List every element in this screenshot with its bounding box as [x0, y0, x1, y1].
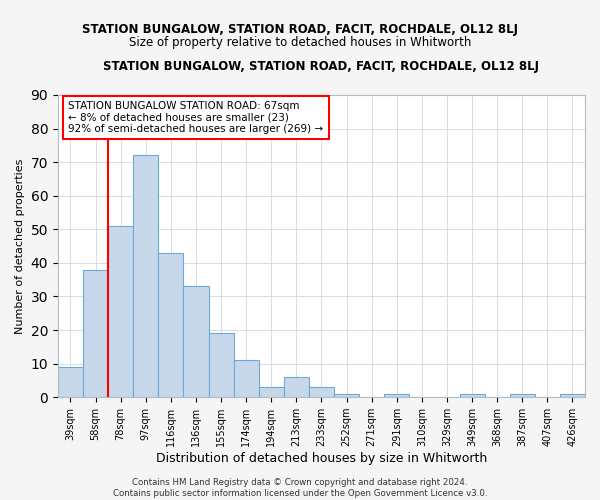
Bar: [184, 286, 209, 397]
Bar: [108, 226, 133, 397]
Bar: [209, 334, 233, 397]
Bar: [133, 156, 158, 397]
Title: STATION BUNGALOW, STATION ROAD, FACIT, ROCHDALE, OL12 8LJ: STATION BUNGALOW, STATION ROAD, FACIT, R…: [103, 60, 539, 73]
Text: STATION BUNGALOW STATION ROAD: 67sqm
← 8% of detached houses are smaller (23)
92: STATION BUNGALOW STATION ROAD: 67sqm ← 8…: [68, 101, 323, 134]
Text: Size of property relative to detached houses in Whitworth: Size of property relative to detached ho…: [129, 36, 471, 49]
Text: Contains HM Land Registry data © Crown copyright and database right 2024.
Contai: Contains HM Land Registry data © Crown c…: [113, 478, 487, 498]
Bar: [259, 387, 284, 397]
Bar: [560, 394, 585, 397]
Text: STATION BUNGALOW, STATION ROAD, FACIT, ROCHDALE, OL12 8LJ: STATION BUNGALOW, STATION ROAD, FACIT, R…: [82, 22, 518, 36]
X-axis label: Distribution of detached houses by size in Whitworth: Distribution of detached houses by size …: [156, 452, 487, 465]
Y-axis label: Number of detached properties: Number of detached properties: [15, 158, 25, 334]
Bar: [460, 394, 485, 397]
Bar: [284, 377, 309, 397]
Bar: [83, 270, 108, 397]
Bar: [510, 394, 535, 397]
Bar: [334, 394, 359, 397]
Bar: [309, 387, 334, 397]
Bar: [158, 253, 184, 397]
Bar: [384, 394, 409, 397]
Bar: [58, 367, 83, 397]
Bar: [233, 360, 259, 397]
